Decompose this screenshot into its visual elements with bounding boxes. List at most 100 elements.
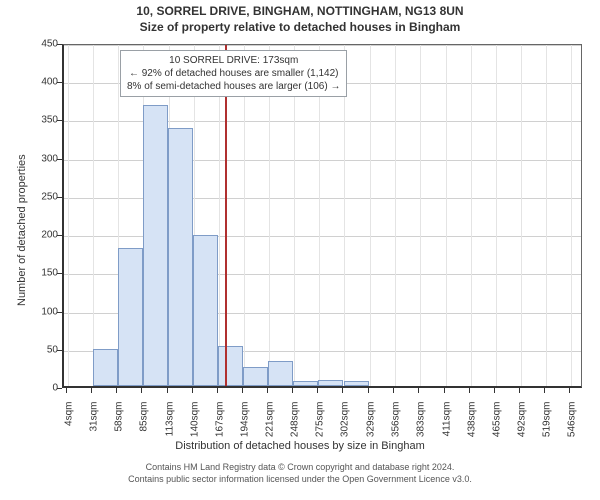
x-tick-label: 465sqm xyxy=(491,402,502,445)
chart-title-block: 10, SORREL DRIVE, BINGHAM, NOTTINGHAM, N… xyxy=(0,0,600,35)
x-tick-label: 519sqm xyxy=(541,402,552,445)
gridline-v xyxy=(395,45,396,386)
histogram-bar xyxy=(218,346,243,387)
x-tick-mark xyxy=(393,388,394,393)
y-tick-mark xyxy=(57,235,62,236)
x-tick-mark xyxy=(192,388,193,393)
gridline-v xyxy=(446,45,447,386)
x-tick-mark xyxy=(368,388,369,393)
histogram-bar xyxy=(318,380,343,386)
y-tick-label: 400 xyxy=(28,77,58,88)
chart-title-2: Size of property relative to detached ho… xyxy=(0,20,600,36)
footer-line-1: Contains HM Land Registry data © Crown c… xyxy=(0,462,600,474)
x-tick-mark xyxy=(66,388,67,393)
x-tick-label: 438sqm xyxy=(466,402,477,445)
y-tick-mark xyxy=(57,197,62,198)
x-tick-label: 85sqm xyxy=(138,402,149,445)
x-tick-mark xyxy=(91,388,92,393)
y-tick-mark xyxy=(57,120,62,121)
histogram-chart: 10, SORREL DRIVE, BINGHAM, NOTTINGHAM, N… xyxy=(0,0,600,500)
gridline-h xyxy=(64,160,581,161)
x-tick-label: 383sqm xyxy=(415,402,426,445)
histogram-bar xyxy=(93,349,118,386)
histogram-bar xyxy=(143,105,168,386)
x-tick-mark xyxy=(494,388,495,393)
histogram-bar xyxy=(268,361,293,386)
x-tick-label: 4sqm xyxy=(63,402,74,445)
y-tick-label: 250 xyxy=(28,191,58,202)
x-tick-mark xyxy=(217,388,218,393)
y-tick-mark xyxy=(57,350,62,351)
x-tick-mark xyxy=(418,388,419,393)
x-tick-mark xyxy=(569,388,570,393)
y-axis-label: Number of detached properties xyxy=(16,154,28,306)
x-tick-label: 221sqm xyxy=(265,402,276,445)
x-tick-label: 275sqm xyxy=(315,402,326,445)
x-tick-mark xyxy=(167,388,168,393)
x-tick-label: 492sqm xyxy=(516,402,527,445)
gridline-v xyxy=(546,45,547,386)
y-tick-label: 450 xyxy=(28,39,58,50)
gridline-h xyxy=(64,236,581,237)
x-tick-label: 546sqm xyxy=(567,402,578,445)
y-tick-mark xyxy=(57,388,62,389)
y-tick-label: 50 xyxy=(28,344,58,355)
x-tick-label: 356sqm xyxy=(390,402,401,445)
histogram-bar xyxy=(193,235,218,386)
histogram-bar xyxy=(168,128,193,386)
histogram-bar xyxy=(344,381,369,386)
x-tick-label: 302sqm xyxy=(340,402,351,445)
x-tick-mark xyxy=(267,388,268,393)
gridline-v xyxy=(521,45,522,386)
annotation-line-3: 8% of semi-detached houses are larger (1… xyxy=(127,80,340,93)
gridline-v xyxy=(93,45,94,386)
x-tick-mark xyxy=(292,388,293,393)
gridline-v xyxy=(496,45,497,386)
histogram-bar xyxy=(118,248,143,386)
x-tick-mark xyxy=(141,388,142,393)
x-tick-mark xyxy=(519,388,520,393)
annotation-line-2: ← 92% of detached houses are smaller (1,… xyxy=(127,67,340,80)
y-tick-label: 150 xyxy=(28,268,58,279)
gridline-v xyxy=(471,45,472,386)
x-tick-mark xyxy=(116,388,117,393)
x-tick-label: 31sqm xyxy=(88,402,99,445)
x-tick-mark xyxy=(242,388,243,393)
x-tick-mark xyxy=(444,388,445,393)
y-tick-label: 300 xyxy=(28,153,58,164)
y-tick-label: 100 xyxy=(28,306,58,317)
x-tick-label: 329sqm xyxy=(365,402,376,445)
x-tick-label: 140sqm xyxy=(190,402,201,445)
y-tick-mark xyxy=(57,159,62,160)
y-tick-label: 200 xyxy=(28,230,58,241)
footer-line-2: Contains public sector information licen… xyxy=(0,474,600,486)
y-tick-mark xyxy=(57,312,62,313)
y-tick-mark xyxy=(57,273,62,274)
y-tick-mark xyxy=(57,82,62,83)
gridline-h xyxy=(64,45,581,46)
gridline-h xyxy=(64,198,581,199)
gridline-v xyxy=(68,45,69,386)
x-tick-label: 248sqm xyxy=(290,402,301,445)
histogram-bar xyxy=(243,367,268,386)
chart-title-1: 10, SORREL DRIVE, BINGHAM, NOTTINGHAM, N… xyxy=(0,4,600,20)
x-tick-label: 167sqm xyxy=(215,402,226,445)
x-tick-mark xyxy=(544,388,545,393)
gridline-v xyxy=(571,45,572,386)
annotation-line-1: 10 SORREL DRIVE: 173sqm xyxy=(127,54,340,67)
gridline-v xyxy=(420,45,421,386)
histogram-bar xyxy=(293,381,318,386)
x-tick-label: 113sqm xyxy=(164,402,175,445)
y-tick-mark xyxy=(57,44,62,45)
annotation-box: 10 SORREL DRIVE: 173sqm ← 92% of detache… xyxy=(120,50,347,97)
x-tick-label: 58sqm xyxy=(113,402,124,445)
x-tick-mark xyxy=(342,388,343,393)
gridline-h xyxy=(64,121,581,122)
x-tick-label: 411sqm xyxy=(441,402,452,445)
y-tick-label: 350 xyxy=(28,115,58,126)
y-tick-label: 0 xyxy=(28,383,58,394)
x-tick-label: 194sqm xyxy=(240,402,251,445)
footer-attribution: Contains HM Land Registry data © Crown c… xyxy=(0,462,600,485)
x-tick-mark xyxy=(317,388,318,393)
x-tick-mark xyxy=(469,388,470,393)
